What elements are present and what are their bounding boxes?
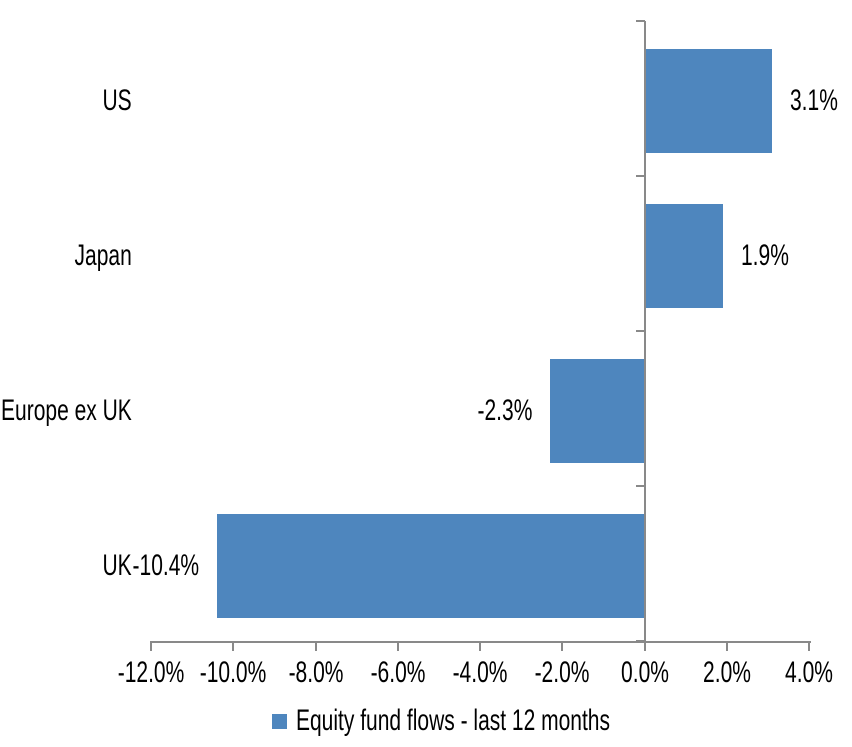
x-tick-label: -10.0% bbox=[199, 656, 267, 689]
category-tick-mark bbox=[635, 20, 645, 22]
x-tick-label: 2.0% bbox=[702, 656, 751, 689]
bar-japan bbox=[644, 203, 723, 308]
category-tick-mark bbox=[635, 175, 645, 177]
x-tick-mark bbox=[808, 641, 810, 651]
value-axis-line bbox=[151, 641, 811, 643]
category-axis-line bbox=[643, 21, 646, 643]
category-label-japan: Japan bbox=[74, 238, 132, 272]
bar-data-label-europe-ex-uk: -2.3% bbox=[477, 393, 532, 427]
x-tick-label: -8.0% bbox=[288, 656, 343, 689]
x-tick-mark bbox=[643, 641, 646, 651]
x-tick-mark bbox=[725, 641, 728, 651]
legend-label: Equity fund flows - last 12 months bbox=[296, 704, 610, 737]
x-tick-mark bbox=[150, 641, 152, 651]
bar-data-label-uk: -10.4% bbox=[132, 548, 199, 582]
category-tick-mark bbox=[635, 485, 645, 487]
x-tick-mark bbox=[561, 641, 564, 651]
bar-data-label-japan: 1.9% bbox=[740, 238, 789, 272]
x-tick-label: 0.0% bbox=[620, 656, 669, 689]
bar-data-label-us: 3.1% bbox=[789, 83, 838, 117]
bar-uk bbox=[216, 513, 645, 618]
category-label-us: US bbox=[102, 83, 132, 117]
category-label-europe-ex-uk: Europe ex UK bbox=[1, 393, 132, 427]
category-tick-mark bbox=[635, 330, 645, 332]
x-tick-label: -4.0% bbox=[452, 656, 508, 689]
x-tick-mark bbox=[314, 641, 317, 651]
bar-us bbox=[644, 48, 772, 153]
bar-europe-ex-uk bbox=[549, 358, 645, 463]
x-tick-label: -2.0% bbox=[534, 656, 590, 689]
x-tick-mark bbox=[232, 641, 235, 651]
category-label-uk: UK bbox=[102, 548, 132, 582]
x-tick-label: 4.0% bbox=[785, 656, 833, 689]
x-tick-label: -6.0% bbox=[370, 656, 426, 689]
x-tick-mark bbox=[396, 641, 399, 651]
x-tick-mark bbox=[479, 641, 481, 651]
x-tick-label: -12.0% bbox=[117, 656, 185, 689]
legend-marker-icon bbox=[272, 714, 287, 729]
